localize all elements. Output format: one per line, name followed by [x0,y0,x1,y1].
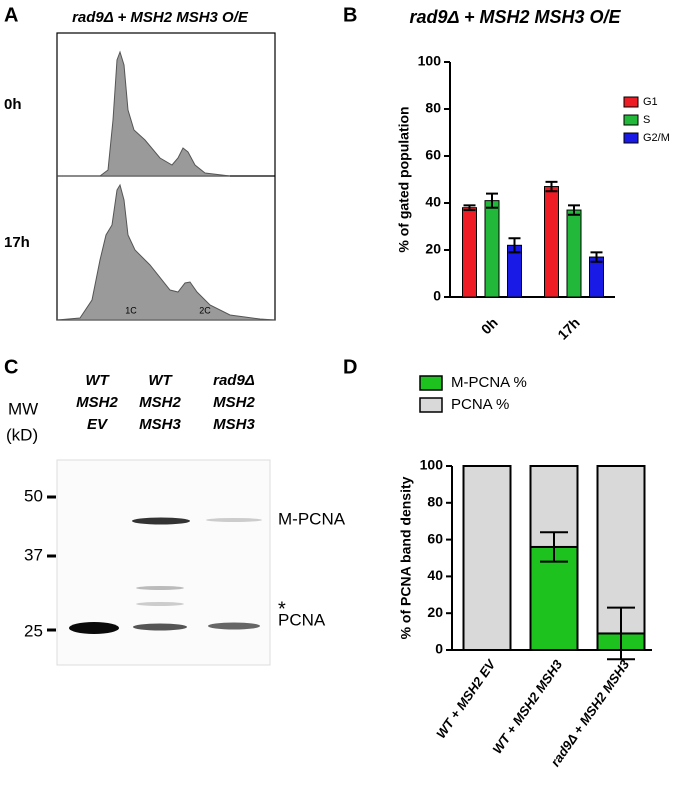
lane-header: MSH2 [139,394,181,411]
legend-swatch [419,375,443,391]
error-bar [486,192,498,209]
mw-label: MW [8,399,38,418]
error-bar [508,237,521,254]
legend-label: G2/M [643,132,670,144]
mw-marker: 50 [24,486,43,505]
bar [462,207,477,298]
blot-band [133,623,187,631]
error-bar [540,531,568,563]
lane-header: WT [148,372,173,389]
mw-marker: 37 [24,545,43,564]
flow-x-label: 1C [125,305,137,315]
lane-header: rad9Δ [213,372,255,389]
flow-x-label: 2C [199,305,211,315]
x-tick-label: 0h [478,314,501,337]
panel-label: C [4,356,18,378]
bar [589,256,604,298]
mw-marker: 25 [24,621,43,640]
y-tick-label: 80 [427,494,443,510]
legend-swatch [623,114,639,126]
blot-band [136,586,184,590]
panel-label: A [4,4,18,26]
y-tick-label: 100 [418,53,442,69]
bar [566,209,582,298]
lane-header: EV [87,416,109,433]
bar [544,186,559,298]
flow-histogram [57,50,231,177]
y-tick-label: 60 [425,147,441,163]
legend-label: S [643,114,650,126]
blot-band [132,517,190,525]
band-label: M-PCNA [278,509,346,528]
mw-label: (kD) [6,425,38,444]
row-label: 17h [4,234,30,251]
blot-band [69,622,119,634]
y-axis-label: % of gated population [396,106,412,252]
bar-segment [462,465,512,651]
error-bar [607,606,635,661]
bar [484,200,500,298]
y-tick-label: 0 [435,641,443,657]
panel-label: B [343,4,357,26]
x-tick-label: WT + MSH2 EV [433,656,499,741]
legend-swatch [419,397,443,413]
row-label: 0h [4,96,22,113]
blot-band [206,518,262,522]
blot-band [208,622,260,630]
y-axis-label: % of PCNA band density [398,476,414,639]
y-tick-label: 40 [425,194,441,210]
legend-label: PCNA % [451,396,509,413]
lane-header: WT [85,372,110,389]
legend-swatch [623,96,639,108]
panel-label: D [343,356,357,378]
flow-histogram [56,183,276,321]
blot-band [136,602,184,606]
bar-segment [596,465,646,635]
legend-swatch [623,132,639,144]
x-tick-label: rad9Δ + MSH2 MSH3 [548,656,633,769]
error-bar [568,204,580,216]
legend-label: G1 [643,96,658,108]
lane-header: MSH3 [139,416,181,433]
flow-title: rad9Δ + MSH2 MSH3 O/E [72,9,249,26]
x-tick-label: WT + MSH2 MSH3 [489,656,565,756]
y-tick-label: 60 [427,530,443,546]
error-bar [590,251,603,263]
band-label: PCNA [278,610,326,629]
lane-header: MSH2 [76,394,118,411]
error-bar [545,180,558,193]
y-tick-label: 20 [425,241,441,257]
chart-title: rad9Δ + MSH2 MSH3 O/E [410,7,622,27]
blot-image [56,459,271,666]
x-tick-label: 17h [554,314,582,342]
y-tick-label: 20 [427,604,443,620]
y-tick-label: 100 [420,457,444,473]
band-label: * [278,598,286,620]
legend-label: M-PCNA % [451,374,527,391]
y-tick-label: 0 [433,288,441,304]
lane-header: MSH2 [213,394,255,411]
error-bar [463,204,476,212]
y-tick-label: 40 [427,567,443,583]
y-tick-label: 80 [425,100,441,116]
lane-header: MSH3 [213,416,255,433]
